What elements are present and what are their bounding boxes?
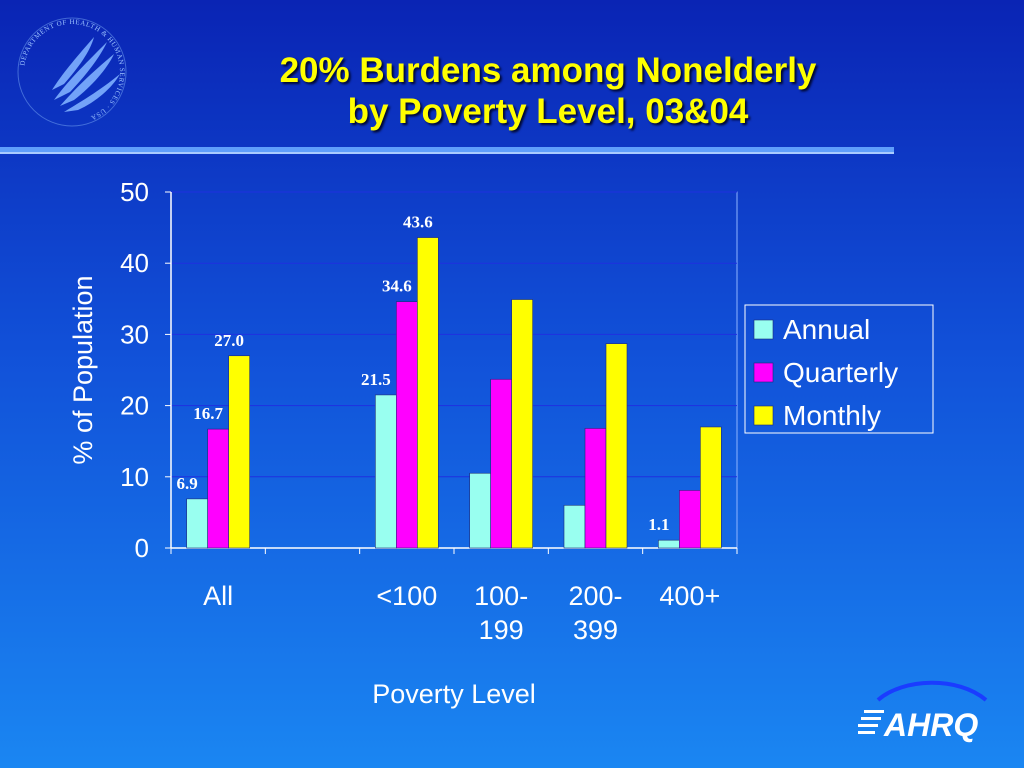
bar-annual-0 bbox=[186, 498, 208, 549]
legend-box bbox=[744, 304, 934, 434]
slide-title-line2: by Poverty Level, 03&04 bbox=[347, 92, 749, 131]
bar-quarterly-4 bbox=[584, 428, 607, 549]
bar-monthly-5 bbox=[700, 426, 722, 549]
data-label: 43.6 bbox=[403, 213, 433, 232]
y-tick-label: 30 bbox=[120, 319, 149, 349]
legend-label-annual: Annual bbox=[783, 314, 870, 345]
y-tick-label: 50 bbox=[120, 177, 149, 207]
legend-label-quarterly: Quarterly bbox=[783, 357, 898, 388]
data-label: 27.0 bbox=[214, 331, 244, 350]
bar-monthly-4 bbox=[605, 343, 628, 549]
bar-quarterly-0 bbox=[207, 428, 229, 549]
bar-annual-2 bbox=[375, 394, 397, 549]
bar-quarterly-3 bbox=[490, 378, 512, 549]
bar-monthly-2 bbox=[417, 237, 439, 549]
y-tick-label: 10 bbox=[120, 462, 149, 492]
bar-annual-3 bbox=[469, 472, 491, 549]
title-underline bbox=[0, 147, 894, 154]
x-tick-label: <100 bbox=[376, 581, 437, 611]
data-label: 16.7 bbox=[193, 404, 223, 423]
legend-label-monthly: Monthly bbox=[783, 400, 881, 431]
y-tick-label: 40 bbox=[120, 248, 149, 278]
y-tick-label: 0 bbox=[135, 533, 149, 563]
hhs-seal-logo: DEPARTMENT OF HEALTH & HUMAN SERVICES · … bbox=[17, 17, 127, 127]
x-tick-label: 200-399 bbox=[568, 581, 622, 645]
y-axis-title: % of Population bbox=[68, 275, 98, 464]
y-tick-label: 20 bbox=[120, 391, 149, 421]
x-tick-label: All bbox=[203, 581, 233, 611]
data-label: 1.1 bbox=[648, 515, 669, 534]
x-tick-label: 400+ bbox=[659, 581, 720, 611]
slide-title-line1: 20% Burdens among Nonelderly bbox=[279, 51, 817, 90]
bar-annual-4 bbox=[563, 504, 586, 549]
svg-text:AHRQ: AHRQ bbox=[883, 707, 978, 743]
x-tick-label: 100-199 bbox=[474, 581, 528, 645]
slide-title: 20% Burdens among Nonelderly by Poverty … bbox=[0, 50, 1024, 132]
bar-quarterly-5 bbox=[679, 490, 701, 549]
ahrq-logo: AHRQ bbox=[858, 680, 988, 743]
plot-area bbox=[170, 191, 738, 549]
data-label: 6.9 bbox=[177, 474, 198, 493]
legend-swatch-quarterly bbox=[753, 362, 774, 383]
data-label: 34.6 bbox=[382, 277, 412, 296]
bar-annual-5 bbox=[658, 539, 680, 549]
legend-swatch-monthly bbox=[753, 405, 774, 426]
bar-monthly-3 bbox=[511, 299, 533, 549]
x-axis-title: Poverty Level bbox=[372, 679, 536, 709]
legend-swatch-annual bbox=[753, 319, 774, 340]
data-label: 21.5 bbox=[361, 370, 391, 389]
bar-quarterly-2 bbox=[396, 301, 418, 549]
bar-monthly-0 bbox=[228, 355, 250, 549]
